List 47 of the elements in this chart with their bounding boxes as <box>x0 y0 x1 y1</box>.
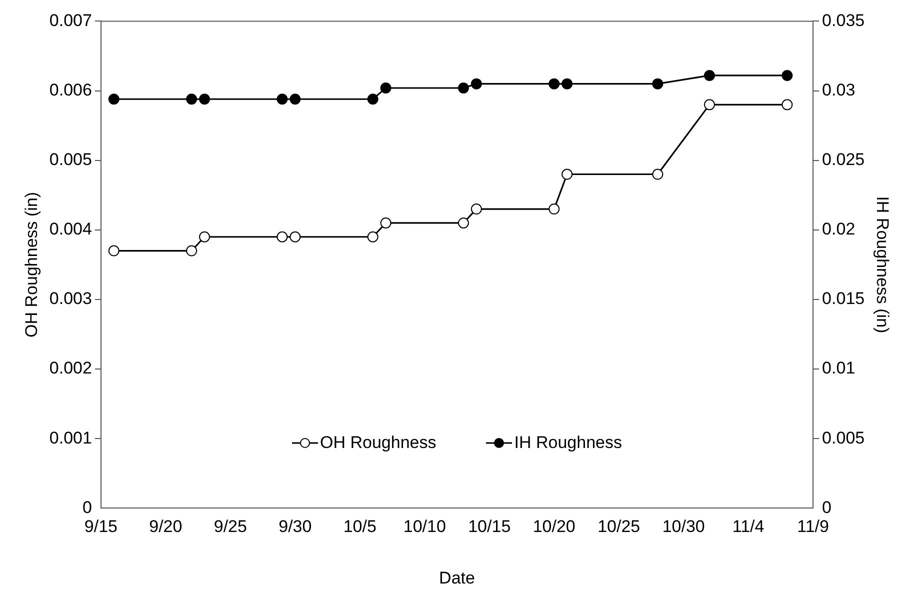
y-tick-label: 0 <box>82 498 92 517</box>
point <box>367 231 378 242</box>
point <box>470 204 482 215</box>
y-axis-title: OH Roughness (in) <box>22 192 41 338</box>
point <box>548 204 560 215</box>
y-tick-label: 0.003 <box>49 289 92 308</box>
y-tick-label: 0.006 <box>49 80 92 100</box>
x-tick-label: 9/20 <box>149 517 182 536</box>
legend-label: OH Roughness <box>320 433 436 453</box>
y-tick-label: 0.004 <box>49 220 92 239</box>
y2-axis-title: IH Roughness (in) <box>873 196 892 334</box>
point <box>704 99 715 110</box>
x-tick-label: 9/15 <box>84 517 118 536</box>
y2-tick-label: 0.025 <box>822 150 865 170</box>
x-tick-label: 9/30 <box>278 517 312 536</box>
y2-tick-label: 0 <box>822 498 832 517</box>
x-tick-label: 10/5 <box>343 517 376 536</box>
y2-tick-label: 0.03 <box>822 80 856 100</box>
y2-tick-label: 0.02 <box>822 220 856 239</box>
y2-tick-label: 0.01 <box>822 358 856 378</box>
x-axis-title: Date <box>439 568 475 588</box>
point <box>380 217 392 228</box>
y-tick-label: 0.007 <box>49 10 92 30</box>
y2-tick-label: 0.015 <box>822 289 865 308</box>
x-tick-label: 10/10 <box>403 517 446 536</box>
x-tick-label: 10/15 <box>468 517 511 536</box>
point <box>290 231 301 242</box>
y-tick-label: 0.005 <box>49 150 92 170</box>
x-tick-label: 11/9 <box>797 517 829 536</box>
x-tick-label: 10/20 <box>532 517 576 536</box>
point <box>186 245 198 256</box>
y-tick-label: 0.001 <box>49 428 92 448</box>
point <box>458 217 469 228</box>
legend-label: IH Roughness <box>514 433 622 453</box>
y2-tick-label: 0.035 <box>822 10 865 30</box>
x-tick-label: 11/4 <box>732 517 764 536</box>
y2-tick-label: 0.005 <box>822 428 865 448</box>
point <box>199 231 210 242</box>
x-tick-label: 10/25 <box>598 517 640 536</box>
y-tick-label: 0.002 <box>49 358 92 378</box>
point <box>782 99 793 110</box>
point <box>276 231 288 242</box>
x-tick-label: 9/25 <box>214 517 247 536</box>
point <box>652 168 664 180</box>
point <box>562 168 573 180</box>
point <box>108 245 120 256</box>
x-tick-label: 10/30 <box>662 517 705 536</box>
